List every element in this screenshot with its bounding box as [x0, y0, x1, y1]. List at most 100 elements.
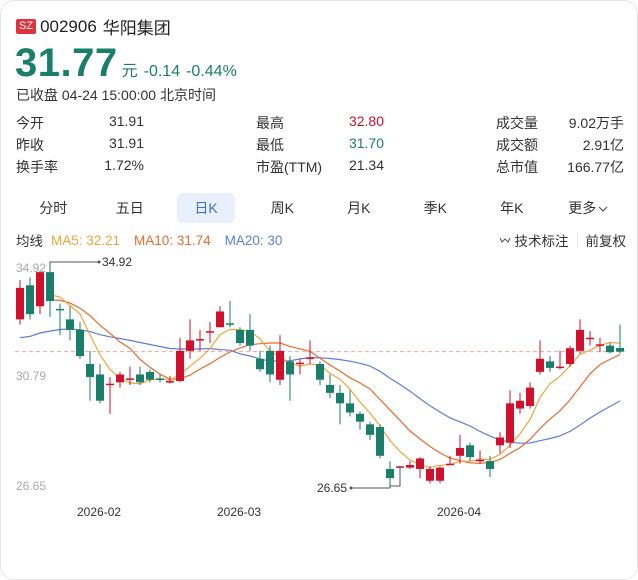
tab-label: 日K — [194, 200, 218, 216]
x-axis-label-feb: 2026-02 — [77, 505, 122, 519]
candle — [186, 319, 194, 359]
y-axis-max-label: 34.92 — [16, 261, 47, 275]
candle — [576, 319, 584, 354]
candle — [376, 424, 384, 459]
x-axis-label-apr: 2026-04 — [437, 505, 482, 519]
candle — [96, 363, 104, 404]
exchange-badge: SZ — [16, 19, 37, 34]
candle — [496, 432, 504, 454]
candle — [616, 324, 624, 354]
market-status: 已收盘 04-24 15:00:00 北京时间 — [16, 87, 216, 103]
low-marker-dot — [349, 486, 353, 490]
tab-0[interactable]: 分时 — [15, 193, 92, 223]
high-marker-dot — [97, 260, 101, 264]
price-row: 31.77 元 -0.14 -0.44% — [15, 41, 237, 86]
tab-7[interactable]: 更多 — [550, 193, 627, 223]
candle — [66, 306, 74, 341]
tab-2[interactable]: 日K — [177, 193, 235, 223]
kline-chart[interactable]: 34.92 26.65 34.92 30.79 26.65 2026-02 202… — [1, 251, 638, 521]
candle — [386, 461, 394, 486]
candlestick-plot[interactable]: 34.92 26.65 — [1, 251, 638, 521]
stat-label: 成交额 — [496, 137, 538, 153]
candle — [296, 358, 304, 375]
tab-4[interactable]: 月K — [321, 193, 398, 223]
candle — [486, 455, 494, 477]
candle — [256, 350, 264, 372]
candle — [456, 434, 464, 464]
stock-name: 华阳集团 — [102, 19, 171, 38]
candle — [266, 345, 274, 383]
candle — [226, 301, 234, 328]
tab-label: 周K — [270, 200, 294, 216]
stat-value: 9.02万手 — [568, 115, 624, 131]
candle — [356, 411, 364, 430]
candle — [156, 374, 164, 383]
candle — [556, 350, 564, 370]
candle — [446, 455, 454, 466]
candle — [596, 337, 604, 353]
candle — [366, 421, 374, 441]
candle — [196, 329, 204, 351]
stat-label: 今开 — [16, 115, 44, 131]
tab-label: 月K — [347, 200, 371, 216]
tech-annotation-label: 技术标注 — [514, 234, 569, 249]
candle — [346, 390, 354, 417]
low-marker-line — [351, 466, 401, 489]
price-unit: 元 — [121, 63, 138, 80]
tab-3[interactable]: 周K — [244, 193, 321, 223]
stock-code: 002906 — [40, 16, 97, 36]
stat-value: 166.77亿 — [567, 159, 624, 175]
stats-row: 今开 31.91 最高 32.80 成交量 9.02万手 — [16, 113, 626, 135]
candle — [306, 340, 314, 364]
candle — [146, 369, 154, 383]
tech-annotation-button[interactable]: 技术标注 — [499, 230, 569, 250]
x-axis-label-mar: 2026-03 — [217, 505, 262, 519]
ma10-line — [49, 299, 621, 464]
candle — [56, 303, 64, 336]
candle — [506, 390, 514, 448]
candle — [26, 277, 34, 320]
candle — [586, 331, 594, 346]
period-tabs: 分时 五日 日K 周K 月K 季K 年K 更多 — [15, 193, 627, 223]
stat-value: 31.91 — [108, 113, 144, 129]
stock-title: SZ 002906 华阳集团 — [16, 14, 171, 39]
candle — [206, 322, 214, 343]
high-marker-label: 34.92 — [102, 255, 132, 269]
candle — [566, 345, 574, 367]
stat-value: 2.91亿 — [582, 137, 624, 153]
candle — [136, 366, 144, 385]
stats-row: 换手率 1.72% 市盈(TTM) 21.34 总市值 166.77亿 — [16, 157, 626, 179]
candle — [16, 280, 24, 325]
candle — [246, 314, 254, 351]
candle — [106, 377, 114, 414]
tab-label: 季K — [423, 200, 447, 216]
ma10-value: MA10: 31.74 — [134, 232, 211, 248]
candle — [316, 361, 324, 385]
candle — [546, 356, 554, 372]
candle — [326, 374, 334, 399]
tab-1[interactable]: 五日 — [92, 193, 169, 223]
low-marker-label: 26.65 — [317, 481, 347, 495]
stat-label: 成交量 — [496, 115, 538, 131]
current-price: 31.77 — [15, 41, 118, 85]
stat-value: 21.34 — [348, 157, 384, 173]
tab-label: 分时 — [39, 200, 68, 216]
candle — [286, 356, 294, 401]
adjust-button[interactable]: 前复权 — [585, 234, 627, 249]
candle — [236, 327, 244, 346]
candle — [276, 335, 284, 385]
ma5-line — [49, 294, 621, 469]
tab-5[interactable]: 季K — [397, 193, 474, 223]
stat-label: 市盈(TTM) — [256, 159, 323, 175]
tab-6[interactable]: 年K — [474, 193, 551, 223]
candle — [36, 270, 44, 315]
tab-label: 更多 — [568, 200, 597, 216]
stat-label: 昨收 — [16, 137, 44, 153]
candle — [116, 371, 124, 388]
candle — [126, 366, 134, 385]
candle — [436, 466, 444, 484]
stats-row: 昨收 31.91 最低 31.70 成交额 2.91亿 — [16, 135, 626, 157]
candle — [76, 322, 84, 359]
ma20-value: MA20: 30 — [224, 232, 283, 248]
ma5-value: MA5: 32.21 — [51, 232, 121, 248]
